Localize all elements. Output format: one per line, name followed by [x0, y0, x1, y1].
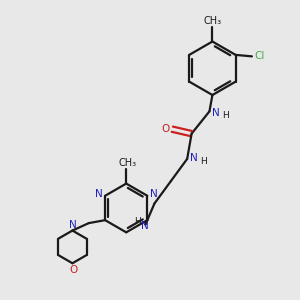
Text: CH₃: CH₃ [118, 158, 137, 168]
Text: N: N [69, 220, 77, 230]
Text: H: H [200, 158, 207, 166]
Text: Cl: Cl [254, 51, 265, 62]
Text: N: N [190, 153, 198, 163]
Text: N: N [212, 108, 220, 118]
Text: O: O [162, 124, 170, 134]
Text: N: N [95, 189, 103, 199]
Text: N: N [150, 189, 158, 199]
Text: O: O [69, 265, 77, 275]
Text: N: N [141, 221, 149, 231]
Text: CH₃: CH₃ [203, 16, 221, 26]
Text: H: H [222, 111, 229, 120]
Text: H: H [134, 218, 141, 226]
